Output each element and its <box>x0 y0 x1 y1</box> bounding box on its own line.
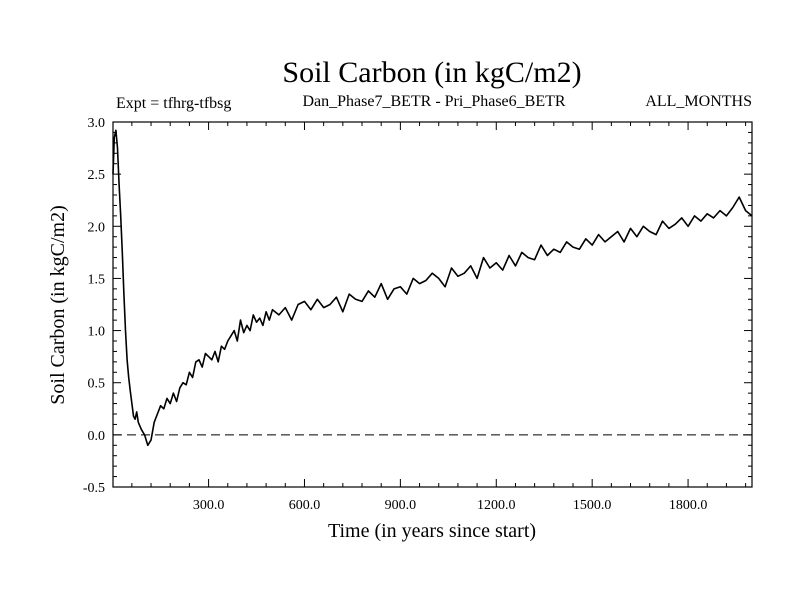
y-tick-label: -0.5 <box>83 481 105 496</box>
x-tick-label: 1200.0 <box>477 498 516 513</box>
y-tick-label: 0.5 <box>88 377 106 392</box>
subtitle-experiment: Expt = tfhrg-tfbsg <box>116 95 231 112</box>
y-tick-label: 2.5 <box>88 168 106 183</box>
x-tick-label: 900.0 <box>385 498 417 513</box>
y-tick-label: 1.5 <box>88 272 106 287</box>
y-tick-label: 0.0 <box>88 429 106 444</box>
y-tick-label: 1.0 <box>88 325 106 340</box>
series-group <box>112 129 753 447</box>
y-axis-label: Soil Carbon (in kgC/m2) <box>47 205 69 404</box>
chart-title: Soil Carbon (in kgC/m2) <box>282 56 581 89</box>
y-tick-label: 2.0 <box>88 220 106 235</box>
x-tick-label: 1500.0 <box>573 498 612 513</box>
x-tick-label: 600.0 <box>289 498 321 513</box>
subtitle-comparison: Dan_Phase7_BETR - Pri_Phase6_BETR <box>302 93 565 110</box>
y-tick-label: 3.0 <box>88 116 106 131</box>
x-tick-label: 1800.0 <box>669 498 708 513</box>
series-line <box>112 129 753 447</box>
plot-area-frame <box>112 121 753 488</box>
subtitle-months: ALL_MONTHS <box>645 93 752 110</box>
x-axis: 300.0 600.0 900.0 1200.0 1500.0 1800.0 <box>131 122 747 513</box>
y-axis: -0.5 0.0 0.5 1.0 1.5 2.0 2.5 3.0 <box>83 116 752 496</box>
x-axis-label: Time (in years since start) <box>328 520 536 542</box>
x-tick-label: 300.0 <box>193 498 225 513</box>
